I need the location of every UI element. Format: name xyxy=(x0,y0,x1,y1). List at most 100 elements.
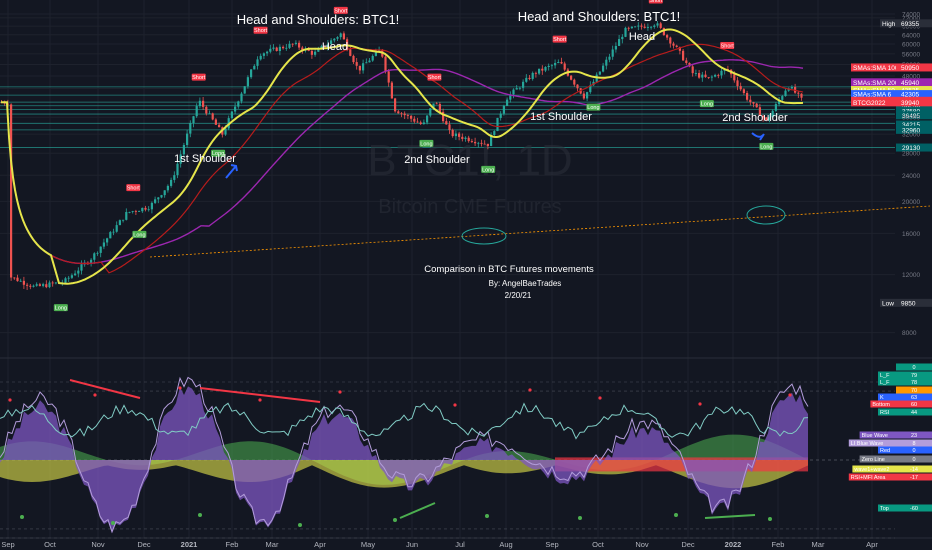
osc-dot-red-0 xyxy=(8,398,12,402)
price-label-name-bg-2 xyxy=(851,78,896,87)
time-tick-3: Dec xyxy=(137,540,151,549)
candle-body-140 xyxy=(448,124,451,130)
signal-text-13: Long xyxy=(701,102,713,108)
candle-body-199 xyxy=(637,25,640,27)
candle-body-224 xyxy=(717,74,720,76)
time-tick-1: Oct xyxy=(44,540,57,549)
time-tick-14: Nov xyxy=(635,540,649,549)
title-right: Head and Shoulders: BTC1! xyxy=(518,9,681,24)
candle-body-94 xyxy=(301,47,304,51)
arrow-left xyxy=(225,164,238,179)
candle-body-160 xyxy=(512,89,515,95)
osc-dot-red-5 xyxy=(453,403,457,407)
price-label-value-bg-6 xyxy=(896,98,932,107)
candle-body-139 xyxy=(445,121,448,125)
osc-legend-value-5: 60 xyxy=(911,402,917,408)
candle-body-108 xyxy=(346,39,349,50)
time-tick-18: Mar xyxy=(812,540,825,549)
candle-body-48 xyxy=(154,199,157,203)
time-tick-11: Aug xyxy=(499,540,512,549)
price-label-name-1: SMAs:SMA 100 xyxy=(853,65,899,72)
price-label-value-4: 42305 xyxy=(901,92,919,99)
divergence-green-2 xyxy=(704,514,756,519)
candle-body-8 xyxy=(26,284,29,286)
signal-text-8: Long xyxy=(420,141,432,147)
head-right-label: Head xyxy=(629,31,655,43)
candle-body-128 xyxy=(410,115,413,119)
oscillator-pane xyxy=(0,376,895,539)
candle-body-24 xyxy=(77,270,80,274)
candle-body-40 xyxy=(128,211,131,213)
candle-body-249 xyxy=(797,92,800,94)
candle-body-157 xyxy=(502,105,505,114)
candle-body-68 xyxy=(218,124,221,128)
osc-legend-value-11: -14 xyxy=(910,467,918,473)
candle-body-205 xyxy=(656,23,659,26)
price-label-name-6: BTCG2022 xyxy=(853,100,886,107)
candle-body-190 xyxy=(608,56,611,60)
candle-body-100 xyxy=(320,46,323,49)
candle-body-163 xyxy=(522,81,525,88)
time-tick-16: 2022 xyxy=(725,540,742,549)
candle-body-62 xyxy=(198,100,201,107)
candle-body-202 xyxy=(646,26,649,28)
candle-body-78 xyxy=(250,69,253,78)
candle-body-101 xyxy=(323,46,326,48)
signal-text-7: Short xyxy=(428,75,442,81)
price-label-name-bg-3 xyxy=(851,86,896,95)
price-labels: High 69355 SMAs:SMA 100 50950 SMAs:SMA 200 45… xyxy=(851,19,932,307)
candle-body-211 xyxy=(675,45,678,47)
price-tick-10: 36000 xyxy=(902,115,920,122)
time-tick-0: Sep xyxy=(1,540,14,549)
candle-body-245 xyxy=(784,90,787,97)
candle-body-84 xyxy=(269,48,272,52)
time-tick-17: Feb xyxy=(772,540,785,549)
price-label-name-bg-4 xyxy=(851,90,896,99)
level-tag-text-5: 29130 xyxy=(902,145,920,152)
candle-body-104 xyxy=(333,38,336,41)
signals: Long Long Short Short Long Short Short Short Lon… xyxy=(53,0,774,312)
osc-legend-name-bg-11 xyxy=(852,465,896,473)
candle-body-58 xyxy=(186,133,189,146)
drawings xyxy=(149,132,931,258)
candle-body-218 xyxy=(698,73,701,78)
candle-body-222 xyxy=(710,76,713,78)
osc-legend-name-7: Blue Wave xyxy=(862,433,888,439)
grid xyxy=(0,0,895,538)
candle-body-171 xyxy=(547,65,550,68)
osc-legend-value-10: 0 xyxy=(912,457,915,463)
signal-box-4 xyxy=(211,149,226,157)
osc-dot-green-6 xyxy=(578,516,582,520)
osc-legend-name-1: L_F xyxy=(880,373,890,379)
osc-legend-name-bg-13 xyxy=(878,504,896,512)
candle-body-145 xyxy=(464,137,467,139)
osc-legend-value-6: 44 xyxy=(911,410,917,416)
price-label-name-bg-0 xyxy=(880,19,896,28)
candle-body-50 xyxy=(160,195,163,198)
ellipse-left xyxy=(461,227,507,245)
candle-body-210 xyxy=(672,43,675,46)
candle-body-155 xyxy=(496,117,499,132)
candle-body-14 xyxy=(45,284,48,288)
osc-legend-value-4: 63 xyxy=(911,395,917,401)
osc-legend-name-bg-12 xyxy=(848,473,896,481)
second-shoulder-right-label: 2nd Shoulder xyxy=(722,112,788,124)
osc-legend-value-12: -17 xyxy=(910,475,918,481)
candle-body-89 xyxy=(285,47,288,49)
candle-body-196 xyxy=(627,27,630,29)
osc-legend-name-bg-10 xyxy=(859,455,896,463)
candle-body-225 xyxy=(720,70,723,76)
candle-body-191 xyxy=(611,49,614,57)
candle-body-164 xyxy=(525,77,528,82)
candle-body-42 xyxy=(134,211,137,212)
candle-body-35 xyxy=(112,231,115,233)
candle-body-102 xyxy=(326,44,329,48)
osc-dot-red-7 xyxy=(598,396,602,400)
time-tick-15: Dec xyxy=(681,540,695,549)
time-tick-5: Feb xyxy=(226,540,239,549)
candle-body-120 xyxy=(384,56,387,72)
signal-box-1 xyxy=(132,230,147,238)
candle-body-206 xyxy=(659,23,662,28)
price-label-value-bg-0 xyxy=(896,19,932,28)
price-label-name-bg-1 xyxy=(851,63,896,72)
